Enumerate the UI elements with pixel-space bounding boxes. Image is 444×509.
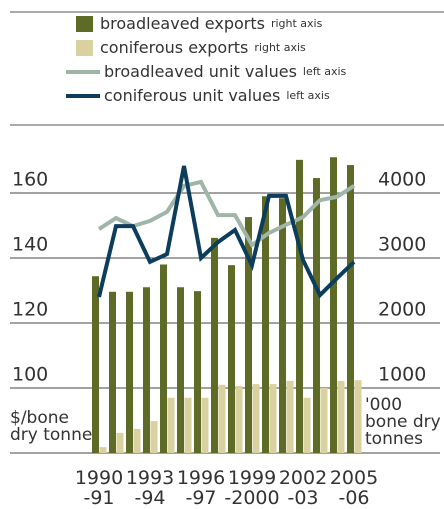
y2-tick-label: 4000 <box>378 169 426 191</box>
legend-name: broadleaved exports <box>100 14 265 33</box>
y-tick-label: 160 <box>12 169 48 191</box>
bar <box>99 447 107 453</box>
legend-name: broadleaved unit values <box>104 62 297 81</box>
bar <box>262 196 269 453</box>
bar <box>286 380 294 453</box>
bar <box>211 237 218 453</box>
bar <box>109 291 116 453</box>
legend-entry: broadleaved unit values left axis <box>104 62 347 81</box>
legend-name: coniferous unit values <box>104 86 280 105</box>
bar <box>252 384 260 453</box>
legend-entry: coniferous exports right axis <box>100 38 306 57</box>
y-tick-label: 140 <box>12 234 48 256</box>
bar <box>201 397 209 453</box>
bar <box>167 397 175 453</box>
bar <box>313 178 320 454</box>
y-axis-label: $/bone dry tonne <box>10 408 93 445</box>
legend-entry: coniferous unit values left axis <box>104 86 330 105</box>
bar <box>160 264 167 453</box>
bar <box>228 265 235 453</box>
bar <box>184 397 192 453</box>
bar <box>303 397 311 453</box>
bar <box>150 421 158 453</box>
legend-note: left axis <box>303 65 347 78</box>
bar <box>92 276 99 453</box>
legend-note: right axis <box>271 17 323 30</box>
bar <box>245 217 252 453</box>
legend-name: coniferous exports <box>100 38 248 57</box>
bar <box>269 384 277 453</box>
bar <box>116 432 124 453</box>
line <box>97 179 356 248</box>
bar <box>279 198 286 453</box>
bar <box>330 157 337 453</box>
bar <box>143 287 150 453</box>
bar <box>194 291 201 453</box>
x-tick-label: 2002 -03 <box>278 467 328 509</box>
y-tick-label: 100 <box>12 364 48 386</box>
y2-tick-label: 2000 <box>378 299 426 321</box>
bar <box>354 380 362 453</box>
x-tick-label: 1999 -2000 <box>224 467 280 509</box>
y2-axis-label: '000 bone dry tonnes <box>365 395 441 449</box>
bar <box>347 165 354 454</box>
bar <box>235 386 243 453</box>
x-tick-label: 1990 -91 <box>74 467 124 509</box>
line <box>97 165 356 299</box>
bar <box>337 380 345 453</box>
legend-entry: broadleaved exports right axis <box>100 14 323 33</box>
bar <box>177 287 184 453</box>
legend-swatch <box>76 16 93 32</box>
bar <box>133 428 141 453</box>
y2-tick-label: 1000 <box>378 364 426 386</box>
y2-tick-label: 3000 <box>378 234 426 256</box>
legend-note: right axis <box>254 41 306 54</box>
y-tick-label: 120 <box>12 299 48 321</box>
bar <box>296 159 303 453</box>
x-tick-label: 2005 -06 <box>329 467 379 509</box>
legend-note: left axis <box>286 89 330 102</box>
bar <box>126 291 133 453</box>
x-tick-label: 1996 -97 <box>176 467 226 509</box>
legend-swatch <box>76 40 93 56</box>
x-tick-label: 1993 -94 <box>125 467 175 509</box>
bar <box>218 384 226 453</box>
bar <box>320 388 328 453</box>
